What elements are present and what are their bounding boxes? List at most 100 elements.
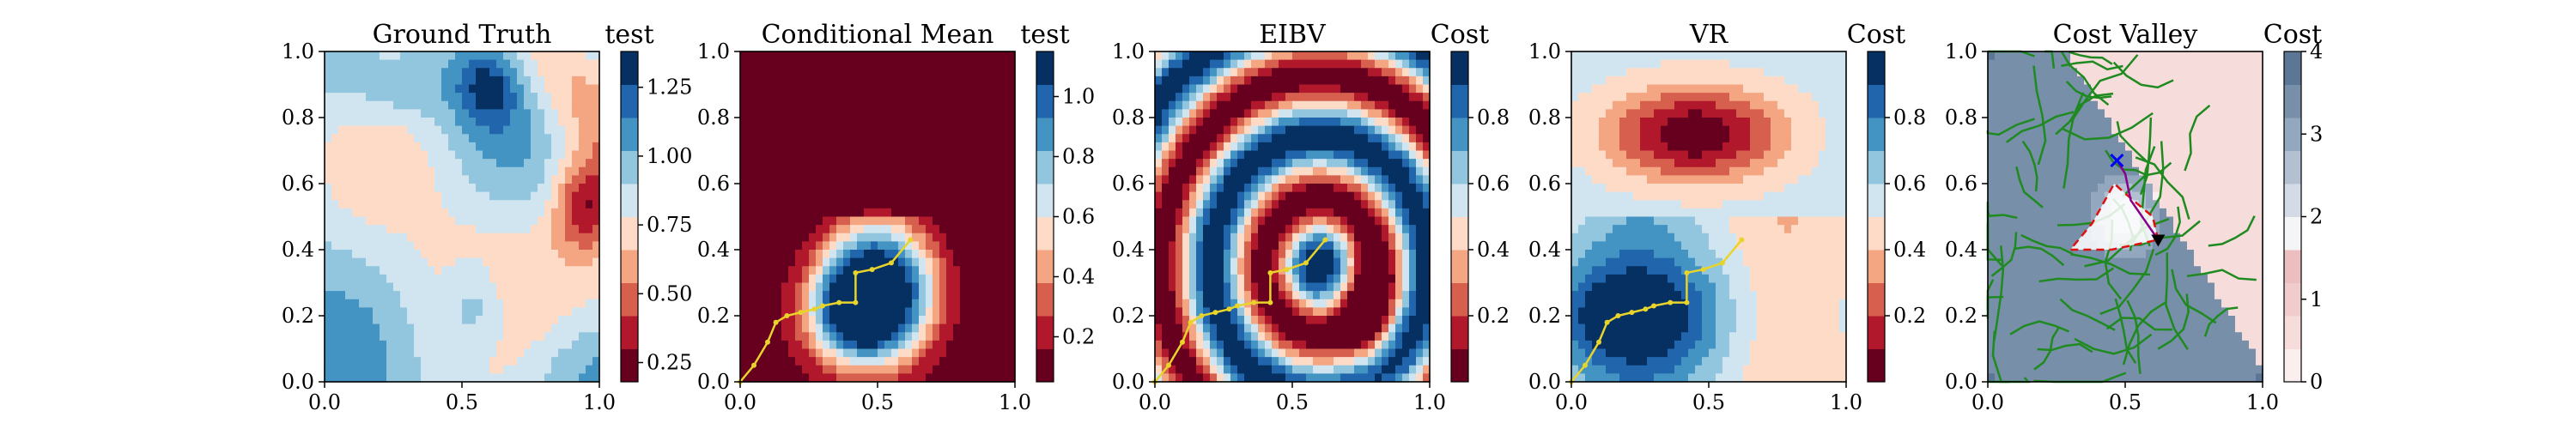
heatmap-cell — [898, 282, 906, 292]
heatmap-cell — [551, 68, 559, 77]
heatmap-cell — [393, 241, 401, 251]
heatmap-cell — [912, 348, 920, 358]
heatmap-cell — [393, 150, 401, 160]
heatmap-cell — [1251, 68, 1259, 77]
heatmap-cell — [1162, 125, 1170, 135]
heatmap-cell — [1251, 150, 1259, 160]
heatmap-cell — [366, 257, 374, 267]
heatmap-cell — [1292, 184, 1300, 193]
heatmap-cell — [434, 332, 442, 341]
heatmap-cell — [891, 175, 899, 184]
heatmap-cell — [428, 208, 435, 218]
heatmap-cell — [740, 250, 748, 259]
heatmap-cell — [912, 282, 920, 292]
heatmap-cell — [510, 134, 518, 143]
heatmap-cell — [967, 340, 975, 350]
heatmap-cell — [871, 307, 878, 317]
heatmap-cell — [1224, 150, 1231, 160]
heatmap-cell — [496, 84, 504, 94]
heatmap-cell — [884, 274, 892, 284]
heatmap-cell — [489, 51, 497, 61]
heatmap-cell — [809, 307, 817, 317]
heatmap-cell — [572, 159, 580, 168]
heatmap-cell — [483, 134, 490, 143]
heatmap-cell — [1306, 208, 1314, 218]
heatmap-cell — [366, 282, 374, 292]
heatmap-cell — [1258, 282, 1266, 292]
heatmap-cell — [1272, 76, 1279, 86]
heatmap-cell — [946, 125, 954, 135]
colorbar: 0.20.40.60.8 — [1450, 51, 1510, 383]
heatmap-cell — [1306, 200, 1314, 209]
heatmap-cell — [809, 340, 817, 350]
heatmap-cell — [1368, 100, 1376, 110]
heatmap-cell — [517, 166, 525, 176]
heatmap-cell — [1382, 241, 1389, 251]
heatmap-cell — [352, 225, 360, 234]
heatmap-cell — [517, 59, 525, 69]
heatmap-cell — [1402, 282, 1410, 292]
heatmap-cell — [775, 191, 782, 201]
heatmap-cell — [891, 134, 899, 143]
heatmap-cell — [1347, 332, 1355, 341]
heatmap-cell — [1182, 216, 1190, 226]
heatmap-cell — [1388, 282, 1396, 292]
heatmap-cell — [421, 208, 428, 218]
heatmap-cell — [414, 100, 422, 110]
heatmap-cell — [1001, 274, 1009, 284]
heatmap-cell — [1347, 125, 1355, 135]
heatmap-cell — [1327, 100, 1334, 110]
heatmap-cell — [1224, 241, 1231, 251]
heatmap-cell — [1409, 68, 1417, 77]
heatmap-cell — [1375, 184, 1382, 193]
heatmap-cell — [953, 84, 961, 94]
heatmap-cell — [1327, 250, 1334, 259]
heatmap-cell — [538, 323, 545, 333]
heatmap-cell — [1292, 175, 1300, 184]
heatmap-cell — [1008, 233, 1016, 242]
heatmap-cell — [1299, 93, 1307, 102]
heatmap-cell — [373, 291, 380, 300]
heatmap-cell — [891, 274, 899, 284]
heatmap-cell — [352, 274, 360, 284]
heatmap-cell — [325, 134, 332, 143]
heatmap-cell — [1265, 84, 1273, 94]
heatmap-cell — [517, 225, 525, 234]
heatmap-cell — [843, 100, 851, 110]
heatmap-cell — [1230, 59, 1238, 69]
heatmap-cell — [434, 216, 442, 226]
heatmap-cell — [1008, 307, 1016, 317]
heatmap-cell — [953, 109, 961, 118]
heatmap-cell — [987, 316, 995, 325]
heatmap-cell — [373, 134, 380, 143]
heatmap-cell — [953, 93, 961, 102]
heatmap-cell — [421, 233, 428, 242]
heatmap-cell — [926, 84, 933, 94]
heatmap-cell — [884, 332, 892, 341]
heatmap-cell — [380, 340, 387, 350]
heatmap-cell — [946, 159, 954, 168]
heatmap-cell — [891, 184, 899, 193]
heatmap-cell — [1354, 365, 1362, 374]
heatmap-cell — [407, 166, 415, 176]
heatmap-cell — [754, 365, 762, 374]
heatmap-cell — [1189, 257, 1197, 267]
heatmap-cell — [345, 84, 353, 94]
heatmap-cell — [1395, 323, 1403, 333]
heatmap-cell — [1265, 233, 1273, 242]
heatmap-cell — [1244, 274, 1252, 284]
heatmap-cell — [1217, 200, 1224, 209]
heatmap-cell — [823, 216, 830, 226]
heatmap-cell — [1395, 118, 1403, 127]
heatmap-cell — [816, 191, 823, 201]
heatmap-cell — [740, 332, 748, 341]
heatmap-cell — [1230, 142, 1238, 152]
heatmap-cell — [483, 93, 490, 102]
path-point — [1212, 310, 1218, 316]
heatmap-cell — [448, 241, 456, 251]
heatmap-cell — [421, 200, 428, 209]
heatmap-cell — [960, 175, 968, 184]
heatmap-cell — [1244, 200, 1252, 209]
heatmap-cell — [1334, 159, 1341, 168]
heatmap-cell — [1285, 84, 1293, 94]
